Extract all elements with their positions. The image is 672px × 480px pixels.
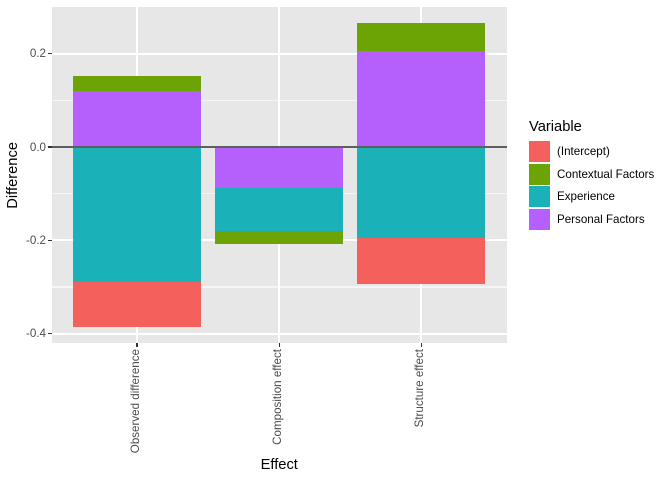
y-axis-tick <box>47 52 52 55</box>
legend-item: Experience <box>529 186 654 208</box>
x-axis-tick <box>136 343 138 347</box>
bar-segment <box>357 238 486 284</box>
y-axis-title-wrap: Difference <box>4 7 21 343</box>
bar-segment <box>357 22 486 51</box>
zero-reference-line <box>52 146 507 148</box>
y-axis-tick <box>47 239 52 242</box>
legend-item: (Intercept) <box>529 141 654 162</box>
x-tick-label: Structure effect <box>412 349 426 428</box>
y-axis-tick <box>47 332 52 335</box>
bar-segment <box>215 147 344 188</box>
bar-segment <box>215 231 344 244</box>
legend-label: Contextual Factors <box>557 167 655 181</box>
x-axis-tick <box>420 343 423 347</box>
legend-label: Personal Factors <box>557 212 645 226</box>
bar-segment <box>73 281 202 328</box>
legend-label: Experience <box>557 190 616 204</box>
bar-segment <box>73 75 202 91</box>
legend-item: Personal Factors <box>529 208 654 230</box>
y-tick-label: -0.4 <box>26 327 46 341</box>
legend-item: Contextual Factors <box>529 163 655 185</box>
x-tick-label-wrap: Structure effect <box>411 349 427 427</box>
y-axis-tick <box>47 146 52 148</box>
bar-segment <box>73 91 202 147</box>
bar-segment <box>357 50 486 147</box>
y-axis-title: Difference <box>4 141 21 209</box>
y-tick-label: 0.2 <box>29 47 46 61</box>
plot-panel <box>52 7 507 343</box>
x-tick-label-wrap: Composition effect <box>269 349 285 445</box>
x-axis-title: Effect <box>260 457 298 473</box>
x-tick-label-wrap: Observed difference <box>127 349 143 453</box>
bar-segment <box>357 147 486 238</box>
legend-swatch <box>529 141 550 162</box>
bar-segment <box>215 187 344 232</box>
legend-swatch <box>529 163 550 185</box>
x-tick-label: Observed difference <box>128 349 142 454</box>
y-tick-label: -0.2 <box>26 233 46 247</box>
legend-items: (Intercept) Contextual Factors Experience P… <box>529 141 654 230</box>
legend-swatch <box>529 186 550 208</box>
x-tick-label: Composition effect <box>270 349 284 445</box>
y-tick-label: 0.0 <box>29 140 46 154</box>
legend-swatch <box>529 208 550 230</box>
legend-label: (Intercept) <box>557 145 610 158</box>
legend: Variable (Intercept) Contextual Factors Ex… <box>529 117 654 231</box>
legend-title: Variable <box>529 118 582 135</box>
x-axis-tick <box>278 343 280 347</box>
bar-segment <box>73 147 202 282</box>
